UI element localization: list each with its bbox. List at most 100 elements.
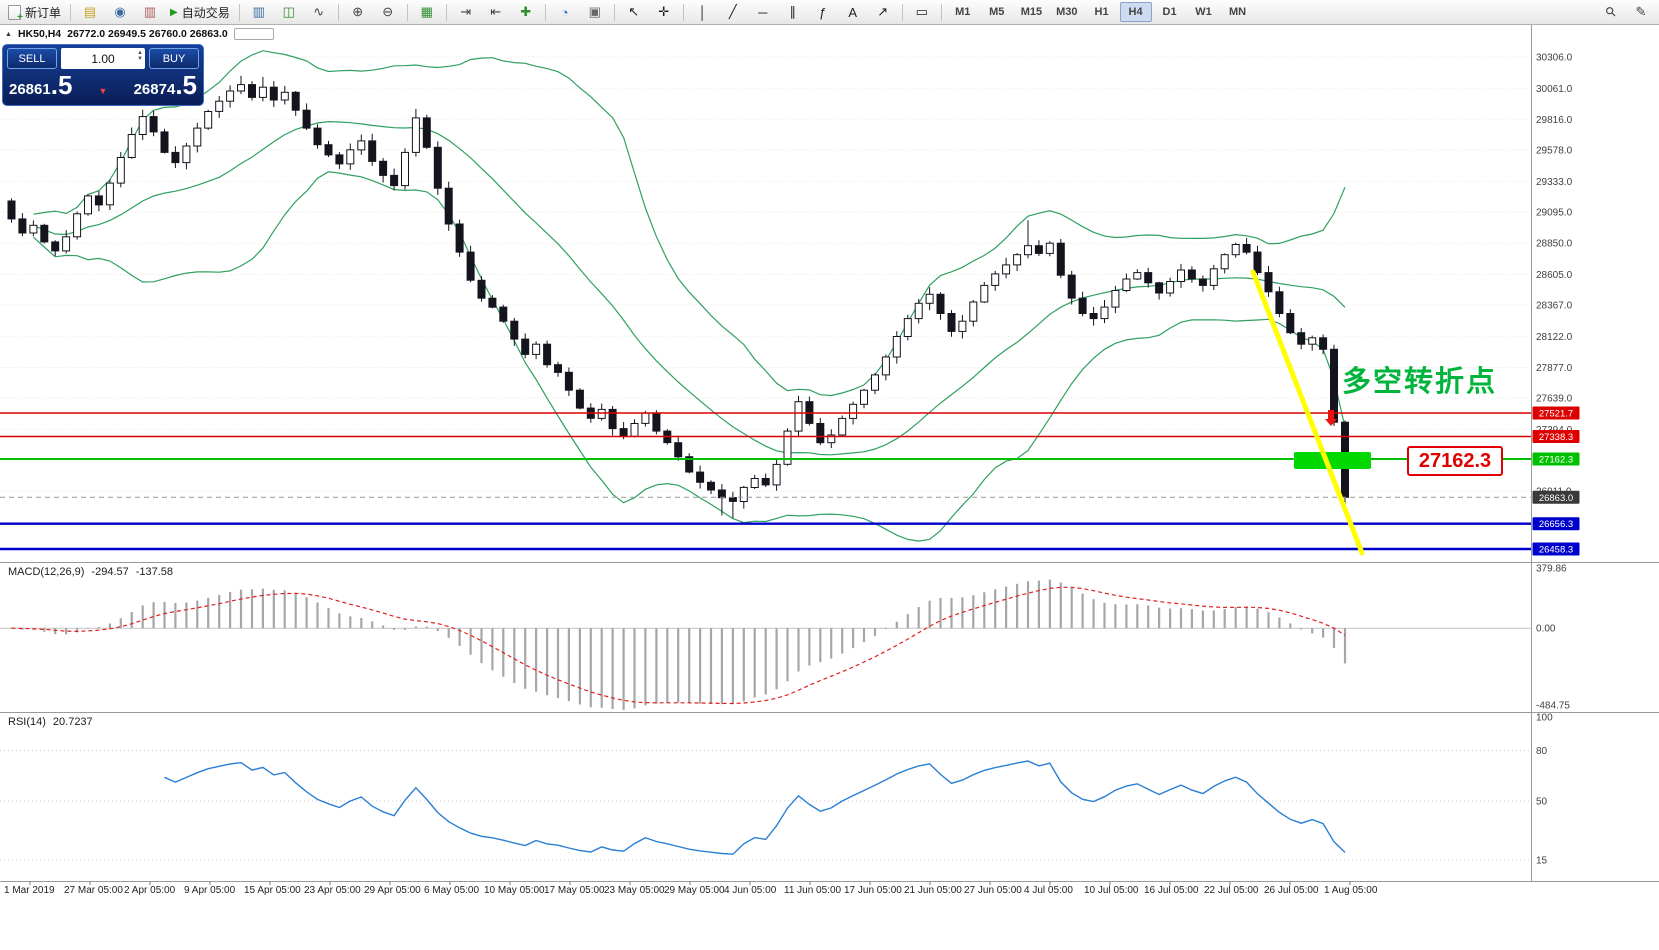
cursor-icon[interactable]: ↖ bbox=[628, 4, 640, 19]
panel-separators bbox=[0, 25, 1659, 882]
buy-price: 26874.5 bbox=[133, 70, 197, 100]
edit-icon[interactable]: ✎ bbox=[1635, 4, 1647, 19]
chart-symbol: HK50,H4 bbox=[17, 28, 62, 40]
candlestick-icon[interactable]: ◫ bbox=[282, 4, 295, 19]
svg-text:0.00: 0.00 bbox=[1536, 624, 1556, 635]
svg-text:4 Jun 05:00: 4 Jun 05:00 bbox=[724, 885, 777, 896]
macd-value-main: -294.57 bbox=[91, 566, 129, 578]
svg-text:1 Mar 2019: 1 Mar 2019 bbox=[4, 885, 55, 896]
toolbar-separator bbox=[445, 3, 447, 21]
vertical-line-icon[interactable]: │ bbox=[698, 4, 707, 20]
timeframe-w1-button[interactable]: W1 bbox=[1195, 6, 1212, 18]
svg-text:26863.0: 26863.0 bbox=[1539, 493, 1573, 504]
volume-input[interactable]: 1.00 ▲ ▼ bbox=[61, 48, 145, 69]
arrows-icon[interactable]: ↗ bbox=[877, 4, 889, 19]
timeframe-m15-button[interactable]: M15 bbox=[1020, 6, 1043, 18]
volume-value: 1.00 bbox=[91, 51, 115, 66]
fibonacci-icon[interactable]: ƒ bbox=[819, 4, 827, 20]
crosshair-icon[interactable]: ✛ bbox=[658, 4, 670, 19]
svg-text:50: 50 bbox=[1536, 797, 1548, 808]
profile-icon[interactable]: ◉ bbox=[114, 4, 126, 19]
macd-value-signal: -137.58 bbox=[135, 566, 174, 578]
zoom-out-icon[interactable]: ⊖ bbox=[382, 4, 394, 19]
volume-up-icon[interactable]: ▲ bbox=[137, 50, 143, 56]
timeframe-mn-button[interactable]: MN bbox=[1228, 6, 1247, 18]
price-direction-icon: ▼ bbox=[98, 86, 108, 96]
svg-text:23 Apr 05:00: 23 Apr 05:00 bbox=[304, 885, 361, 896]
timeframe-m5-button[interactable]: M5 bbox=[989, 6, 1005, 18]
chart-info-line: ▲ HK50,H4 26772.0 26949.5 26760.0 26863.… bbox=[5, 28, 274, 40]
volume-down-icon[interactable]: ▼ bbox=[137, 56, 143, 62]
one-click-trading-panel: SELL 1.00 ▲ ▼ BUY 26861.5 ▼ 26874.5 bbox=[2, 44, 204, 106]
collapse-triangle-icon[interactable]: ▲ bbox=[5, 30, 12, 38]
rsi-panel bbox=[0, 750, 1531, 861]
market-watch-icon[interactable]: ▥ bbox=[143, 4, 157, 19]
timeframe-h1-button[interactable]: H1 bbox=[1094, 6, 1109, 18]
auto-scroll-icon[interactable]: ⇥ bbox=[460, 4, 472, 19]
shapes-icon[interactable]: ▭ bbox=[915, 4, 928, 19]
new-chart-icon[interactable]: ✚ bbox=[520, 4, 532, 19]
chart-shift-icon[interactable]: ⇤ bbox=[490, 4, 502, 19]
template-icon[interactable]: ▣ bbox=[588, 4, 601, 19]
toolbar-separator bbox=[901, 3, 903, 21]
svg-text:10 May 05:00: 10 May 05:00 bbox=[484, 885, 545, 896]
svg-text:15: 15 bbox=[1536, 855, 1548, 866]
horizontal-line-icon[interactable]: ─ bbox=[758, 4, 768, 20]
svg-text:80: 80 bbox=[1536, 746, 1548, 757]
autotrade-button[interactable]: ▶ 自动交易 bbox=[166, 1, 234, 23]
svg-text:22 Jul 05:00: 22 Jul 05:00 bbox=[1204, 885, 1259, 896]
svg-text:15 Apr 05:00: 15 Apr 05:00 bbox=[244, 885, 301, 896]
svg-text:29333.0: 29333.0 bbox=[1536, 177, 1573, 188]
trendline-icon[interactable]: ╱ bbox=[728, 4, 737, 19]
text-icon[interactable]: A bbox=[848, 4, 858, 20]
svg-text:21 Jun 05:00: 21 Jun 05:00 bbox=[904, 885, 962, 896]
svg-text:27 Mar 05:00: 27 Mar 05:00 bbox=[64, 885, 123, 896]
new-order-button[interactable]: 新订单 bbox=[4, 1, 65, 23]
time-axis: 1 Mar 2019 27 Mar 05:00 2 Apr 05:00 9 Apr 0… bbox=[4, 881, 1378, 896]
autotrade-label: 自动交易 bbox=[181, 5, 230, 20]
yellow-trend-line bbox=[1250, 269, 1365, 556]
turning-point-annotation[interactable]: 多空转折点 bbox=[1342, 366, 1498, 398]
svg-text:100: 100 bbox=[1536, 713, 1553, 724]
toolbar-separator bbox=[940, 3, 942, 21]
charts-window-icon[interactable]: ▤ bbox=[83, 4, 97, 19]
tile-windows-icon[interactable]: ▦ bbox=[420, 4, 433, 19]
buy-button[interactable]: BUY bbox=[149, 48, 199, 69]
line-chart-icon[interactable]: ∿ bbox=[313, 4, 325, 19]
timeframe-m30-button[interactable]: M30 bbox=[1056, 6, 1078, 18]
svg-text:29 Apr 05:00: 29 Apr 05:00 bbox=[364, 885, 421, 896]
svg-text:28367.0: 28367.0 bbox=[1536, 300, 1573, 311]
toolbar-separator bbox=[70, 3, 72, 21]
svg-text:27521.7: 27521.7 bbox=[1539, 409, 1573, 420]
candles-layer bbox=[7, 75, 1349, 519]
rsi-name: RSI(14) bbox=[8, 716, 46, 728]
zoom-in-icon[interactable]: ⊕ bbox=[352, 4, 364, 19]
svg-text:27877.0: 27877.0 bbox=[1536, 363, 1573, 374]
rsi-label: RSI(14) 20.7237 bbox=[8, 716, 100, 728]
timeframe-m1-button[interactable]: M1 bbox=[955, 6, 971, 18]
timeframe-h4-button[interactable]: H4 bbox=[1119, 2, 1152, 22]
macd-axis: 379.86 0.00 -484.75 bbox=[1536, 564, 1570, 712]
chart-corner-box bbox=[233, 28, 274, 40]
svg-text:23 May 05:00: 23 May 05:00 bbox=[604, 885, 665, 896]
svg-text:-484.75: -484.75 bbox=[1536, 701, 1570, 712]
price-tag-annotation[interactable]: 27162.3 bbox=[1407, 446, 1503, 476]
toolbar-separator bbox=[613, 3, 615, 21]
toolbar-separator bbox=[682, 3, 684, 21]
timeframe-d1-button[interactable]: D1 bbox=[1162, 6, 1177, 18]
svg-text:26 Jul 05:00: 26 Jul 05:00 bbox=[1264, 885, 1319, 896]
sell-button[interactable]: SELL bbox=[7, 48, 57, 69]
period-clock-icon[interactable]: ◔ bbox=[560, 4, 569, 20]
svg-text:28850.0: 28850.0 bbox=[1536, 239, 1573, 250]
bar-chart-icon[interactable]: ▥ bbox=[252, 4, 265, 19]
svg-text:26656.3: 26656.3 bbox=[1539, 519, 1573, 530]
svg-text:29095.0: 29095.0 bbox=[1536, 207, 1573, 218]
toolbar-separator bbox=[238, 3, 240, 21]
toolbar-separator bbox=[406, 3, 408, 21]
svg-text:28122.0: 28122.0 bbox=[1536, 332, 1573, 343]
channel-icon[interactable]: ∥ bbox=[789, 4, 796, 19]
svg-text:28605.0: 28605.0 bbox=[1536, 270, 1573, 281]
green-highlight-box bbox=[1294, 452, 1371, 469]
